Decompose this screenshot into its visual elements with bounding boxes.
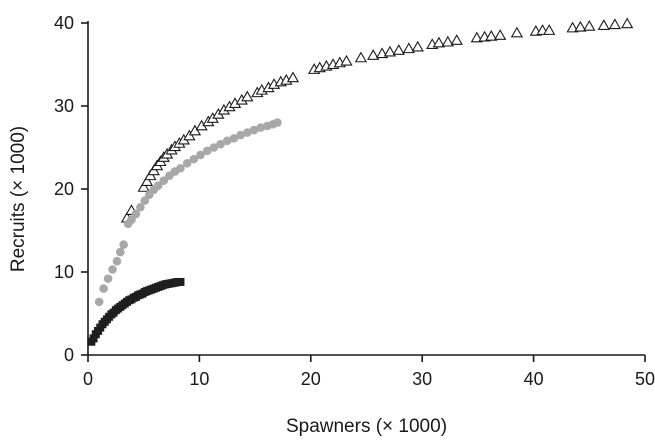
circle-point: [249, 125, 259, 135]
circle-point: [176, 163, 185, 173]
x-tick-label: 20: [301, 369, 321, 389]
x-tick-label: 30: [412, 369, 432, 389]
triangle-point: [621, 17, 634, 29]
triangle-point: [566, 21, 579, 33]
triangle-point: [608, 18, 622, 30]
triangle-point: [392, 44, 405, 55]
circle-point: [229, 134, 239, 143]
circle-point: [236, 130, 245, 140]
x-axis-label: Spawners (× 1000): [286, 416, 447, 437]
x-tick-label: 0: [83, 369, 93, 389]
triangle-point: [432, 36, 446, 48]
triangle-point: [543, 24, 556, 35]
triangle-point: [583, 20, 596, 31]
triangle-point: [450, 34, 463, 45]
circle-point: [159, 176, 169, 185]
circle-point: [273, 118, 282, 127]
triangle-point: [510, 26, 524, 38]
y-tick-label: 40: [54, 13, 74, 33]
circle-point: [136, 202, 145, 212]
square-point: [89, 334, 98, 343]
triangle-point: [286, 71, 300, 83]
circle-point: [94, 297, 104, 307]
circle-point: [112, 256, 122, 266]
triangle-point: [241, 90, 254, 102]
y-axis-label: Recruits (× 1000): [8, 126, 29, 272]
triangle-point: [383, 45, 397, 57]
triangle-point: [411, 40, 424, 52]
circle-point: [202, 146, 212, 156]
axes-layer: [87, 21, 645, 356]
series-0: [120, 17, 634, 223]
triangle-point: [597, 19, 610, 30]
circle-point: [182, 158, 192, 168]
triangle-point: [470, 31, 483, 43]
circle-point: [103, 274, 113, 283]
series-1: [94, 118, 282, 307]
series-2: [87, 277, 185, 346]
triangle-point: [574, 20, 587, 32]
circle-point: [256, 123, 265, 132]
circle-point: [99, 284, 108, 293]
y-tick-label: 20: [54, 179, 74, 199]
triangle-point: [354, 51, 368, 63]
y-tick-label: 10: [54, 262, 74, 282]
triangle-point: [340, 54, 353, 66]
circle-point: [127, 215, 136, 225]
circle-point: [108, 265, 117, 274]
x-tick-label: 10: [189, 369, 209, 389]
triangle-point: [140, 175, 154, 186]
circle-point: [209, 143, 219, 152]
circle-point: [119, 240, 128, 249]
x-axis-ticks: 0 10 20 30 40 50: [83, 355, 655, 389]
circle-point: [116, 247, 125, 257]
circle-point: [189, 154, 199, 164]
y-tick-label: 0: [64, 345, 74, 365]
series-layer: [87, 17, 634, 346]
triangle-point: [494, 29, 507, 40]
triangle-point: [367, 49, 380, 60]
y-tick-label: 30: [54, 96, 74, 116]
triangle-point: [402, 42, 415, 54]
circle-point: [216, 139, 225, 149]
circle-point: [131, 209, 141, 219]
circle-point: [243, 128, 252, 137]
y-axis-ticks: 0 10 20 30 40: [54, 13, 88, 365]
square-point: [176, 277, 185, 286]
triangle-point: [137, 181, 150, 192]
x-tick-label: 40: [524, 369, 544, 389]
circle-point: [196, 150, 205, 160]
circle-point: [140, 196, 150, 205]
x-tick-label: 50: [635, 369, 655, 389]
circle-point: [222, 136, 232, 146]
circle-point: [153, 181, 163, 190]
triangle-point: [485, 29, 498, 41]
triangle-point: [441, 35, 454, 47]
